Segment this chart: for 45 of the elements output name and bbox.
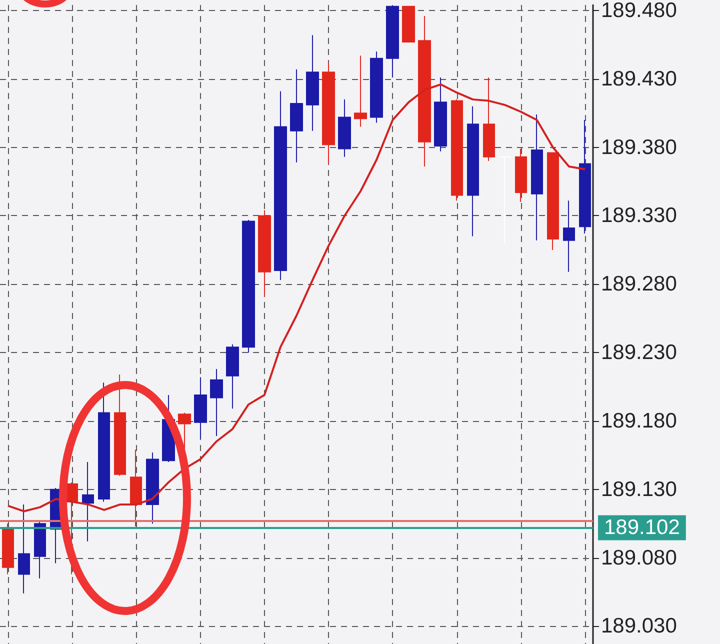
candlestick [130,449,142,527]
ref-line-label: 189.102 [604,516,680,540]
candlestick [258,210,271,297]
y-tick-label: 189.480 [601,0,677,22]
y-tick-label: 189.030 [601,614,677,638]
candlestick [210,368,223,437]
candlestick [499,156,511,244]
candlestick [579,119,591,234]
y-tick-label: 189.380 [601,136,677,159]
candlestick [451,98,463,202]
candlestick [354,55,367,128]
candlestick [322,62,335,164]
candlestick [34,520,46,579]
candlestick [146,452,159,524]
candlestick [563,200,575,272]
candlestick [531,114,543,241]
candlestick [467,106,479,237]
candlestick [418,15,431,167]
candlestick [547,152,559,250]
candlestick [306,34,319,132]
y-tick-label: 189.330 [601,204,677,228]
candlestick [114,374,126,476]
y-tick-label: 189.430 [601,67,677,90]
candlestick [98,382,110,502]
candlestick [242,219,255,354]
candlestick [274,90,287,281]
candlestick [402,6,415,42]
candlestick [2,523,14,575]
y-tick-label: 189.080 [601,546,677,570]
y-tick-label: 189.280 [601,272,677,296]
candlestick [370,51,383,124]
line-series [7,83,586,512]
candlestick [338,98,351,158]
y-tick-label: 189.180 [601,409,677,432]
candlestick [290,68,303,163]
candlestick [434,77,447,152]
candlestick [82,462,94,542]
y-tick-label: 189.130 [601,478,677,501]
candlestick [386,6,399,78]
candlestick [515,148,527,203]
y-tick-label: 189.230 [601,341,677,364]
candlestick [226,344,239,410]
candlestick [194,376,207,440]
candlestick [18,504,30,594]
candlestick [483,77,495,162]
